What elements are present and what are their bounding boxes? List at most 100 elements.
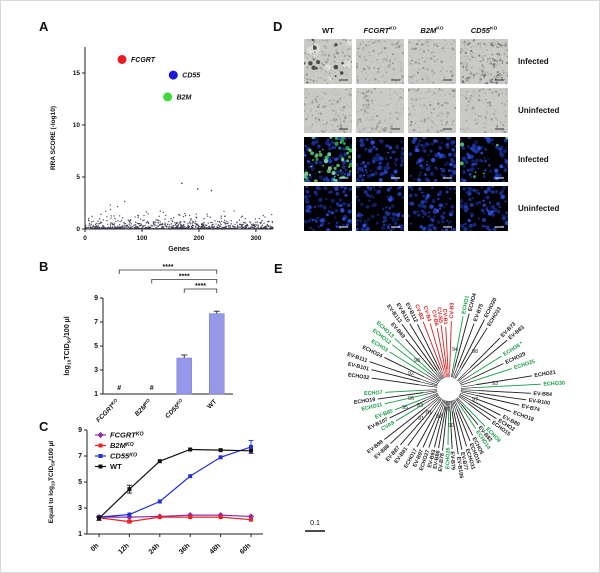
leaf-label: ECHO4 [468,293,479,312]
legend: FCGRTKO​B2MKO​ CD55KO​WT [95,431,144,471]
column-header-B2M: B2MKO [420,26,444,35]
highlight-label: B2M [177,94,192,101]
bar-WT [209,313,225,395]
svg-text:1: 1 [78,531,82,538]
time-label: 12h [117,542,130,555]
leaf-label: ECHO11 [361,402,383,413]
bar-category-label: FCGRTKO​ [94,397,121,424]
support-value: 92 [436,414,442,420]
support-value: 98 [414,358,420,364]
leaf-label: EV-B77 [459,452,469,471]
time-label: 48h [209,542,222,555]
tree-backbone [419,366,479,413]
leaf-label: EV-B86 [433,450,442,469]
support-value: 97 [472,397,478,403]
undetected-marker: # [117,385,121,392]
leaf-label: EV-B106 [455,456,464,478]
leaf-label: ECHO19 [354,397,376,406]
time-label: 36h [178,542,191,555]
significance-bracket [118,269,218,274]
support-value: 91 [418,416,424,422]
support-value: 98 [472,349,478,355]
row-label-1: Uninfected [518,105,560,115]
svg-text:5: 5 [94,343,98,350]
leaf-label: EV-B84 [533,391,552,398]
leaf-label: EV-B93 [427,449,437,468]
svg-text:****: **** [163,264,174,271]
leaf-label: CV-B2 [413,304,424,321]
micrograph-infected-FCGRT [356,39,404,84]
highlight-point-FCGRT [117,54,127,64]
svg-text:1: 1 [94,391,98,398]
support-value: 80 [444,407,450,413]
leaf-label: ECHO26 [445,447,451,469]
leaf-label: CV-B1 [441,309,448,325]
series-FCGRTKO [95,512,255,521]
micrograph-infected-B2M [408,39,456,84]
highlight-point-CD55 [168,70,178,80]
highlight-label: FCGRT [131,57,156,64]
leaf-label: CV-B6 [430,310,439,327]
panel-b-bar-chart: 1 3 5 7 9 log10​TCID50​/100 µl # FCGRTKO​ # B2MKO… [64,264,233,424]
svg-text:10: 10 [73,122,81,129]
svg-text:7: 7 [94,319,98,326]
support-value: 95 [402,405,408,411]
scale-bar: 0.1 [305,520,325,532]
column-header-CD55: CD55KO [470,26,498,35]
micrograph-infected-FCGRT [356,137,404,182]
micrograph-uninfected-FCGRT [356,88,404,133]
row-label-2: Infected [518,154,549,164]
svg-text:****: **** [179,274,190,281]
svg-text:15: 15 [73,70,81,77]
tree-branches [369,313,541,455]
x-axis-label: Genes [168,246,190,253]
bar-CD55^KO [176,357,192,395]
support-value: 94 [452,347,458,353]
svg-text:200: 200 [194,235,205,242]
panel-e-label: E [274,261,283,276]
row-label-3: Uninfected [518,203,560,213]
micrograph-infected-WT [304,137,352,182]
panel-a-label: A [39,19,49,34]
micrograph-uninfected-WT [304,186,352,231]
micrograph-uninfected-B2M [408,186,456,231]
support-value: 81 [426,410,432,416]
leaf-label: ECHO30 [543,381,565,388]
micrograph-uninfected-CD55 [460,88,508,133]
svg-text:0: 0 [76,226,80,233]
leaf-label: EV-B101 [347,361,369,372]
svg-text:5: 5 [78,479,82,486]
leaf-label: EV-B78 [438,453,446,472]
svg-text:3: 3 [94,367,98,374]
leaf-label: CV-B4 [422,305,432,322]
leaf-label: EV-B100 [528,398,550,407]
row-label-0: Infected [518,56,549,66]
column-header-FCGRT: FCGRTKO [363,26,397,35]
leaf-label: ECHO1 [461,295,470,314]
support-value: 96 [408,396,414,402]
panel-d-label: D [273,19,283,34]
bar-category-label: WT [206,398,218,410]
svg-text:7: 7 [78,453,82,460]
panel-c-label: C [39,419,49,434]
svg-text:9: 9 [94,295,98,302]
y-axis-label: log10​TCID50​/100 µl [64,316,73,375]
leaf-label: EV-B74 [521,403,540,413]
panel-b-label: B [39,259,49,274]
undetected-marker: # [150,385,154,392]
leaf-label: ECHO21 [534,370,556,379]
leaf-label: CV-B3 [449,303,456,319]
tree-leaf-labels: ECHO32EV-B101EV-B111ECHO24ECHO3ECHO12ECH… [346,293,565,479]
time-label: 0h [90,542,101,553]
time-label: 60h [239,542,252,555]
significance-bracket [183,288,218,293]
micrograph-infected-B2M [408,137,456,182]
panel-a-scatter-chart: 0 5 10 15 0 100 200 300 RRA SCORE (-log10) Genes F… [50,47,274,253]
svg-text:9: 9 [78,427,82,434]
svg-text:300: 300 [250,235,261,242]
support-value: 93 [492,381,498,387]
series-WT [96,447,253,521]
column-header-WT: WT [322,26,334,35]
svg-text:0: 0 [83,235,87,242]
background-points [84,182,274,230]
